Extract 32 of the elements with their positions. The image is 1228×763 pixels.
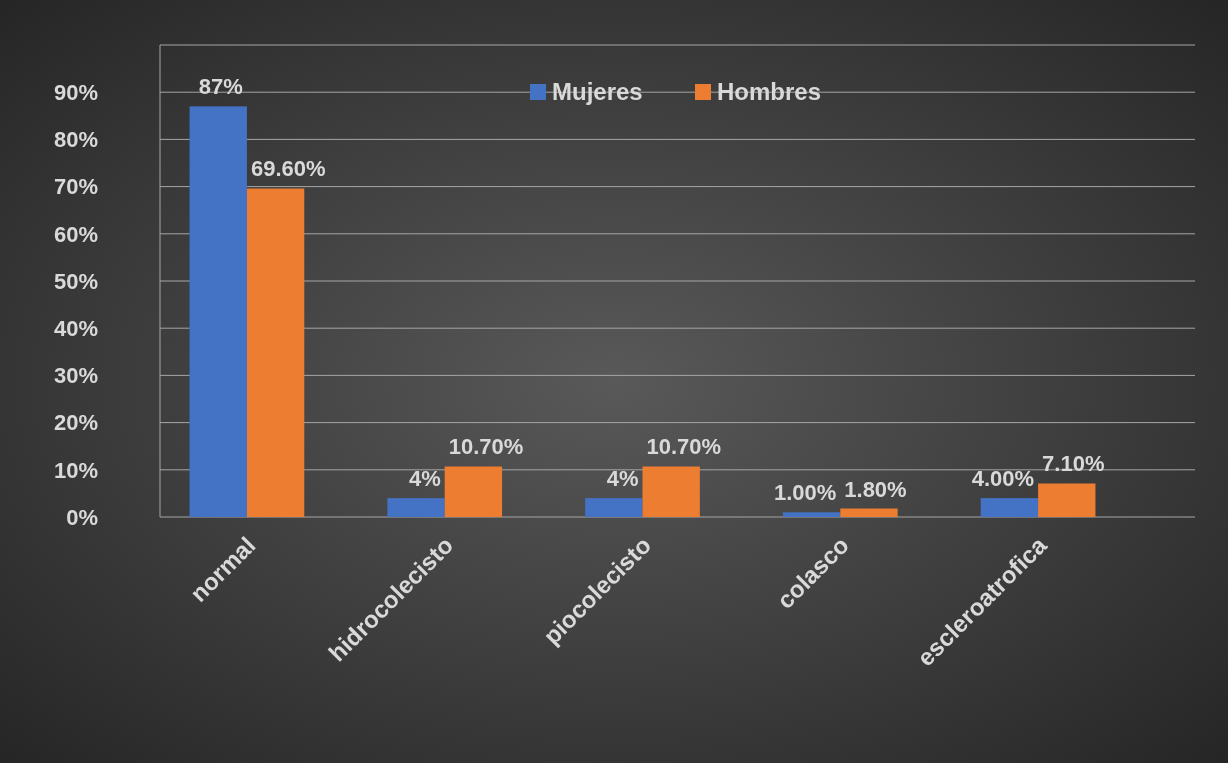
- y-tick-label: 70%: [53, 174, 98, 200]
- y-tick-label: 10%: [53, 457, 98, 483]
- data-label: 1.00%: [773, 480, 837, 506]
- data-label: 4%: [408, 466, 441, 492]
- bar: [980, 498, 1039, 517]
- data-label: 7.10%: [1042, 451, 1105, 477]
- bar: [189, 106, 247, 517]
- data-label: 10.70%: [448, 434, 524, 460]
- y-tick-label: 80%: [53, 127, 98, 153]
- bar: [782, 512, 841, 517]
- bar: [1038, 483, 1096, 517]
- bar: [642, 466, 700, 517]
- bar: [585, 498, 643, 517]
- data-label: 4%: [606, 466, 639, 492]
- y-tick-label: 90%: [53, 79, 98, 105]
- y-tick-label: 60%: [53, 221, 98, 247]
- data-label: 87%: [198, 74, 243, 100]
- bar: [387, 498, 445, 517]
- y-tick-label: 0%: [66, 504, 98, 530]
- data-label: 1.80%: [844, 476, 907, 502]
- legend-label: Hombres: [717, 78, 822, 106]
- y-tick-label: 30%: [53, 363, 98, 389]
- data-label: 4.00%: [971, 466, 1035, 492]
- bar: [840, 508, 898, 517]
- data-label: 69.60%: [250, 156, 326, 182]
- y-tick-label: 50%: [53, 268, 98, 294]
- y-tick-label: 40%: [53, 315, 98, 341]
- data-label: 10.70%: [646, 434, 722, 460]
- bar: [246, 188, 305, 517]
- bar: [444, 466, 503, 517]
- legend-label: Mujeres: [552, 78, 643, 106]
- y-tick-label: 20%: [53, 410, 98, 436]
